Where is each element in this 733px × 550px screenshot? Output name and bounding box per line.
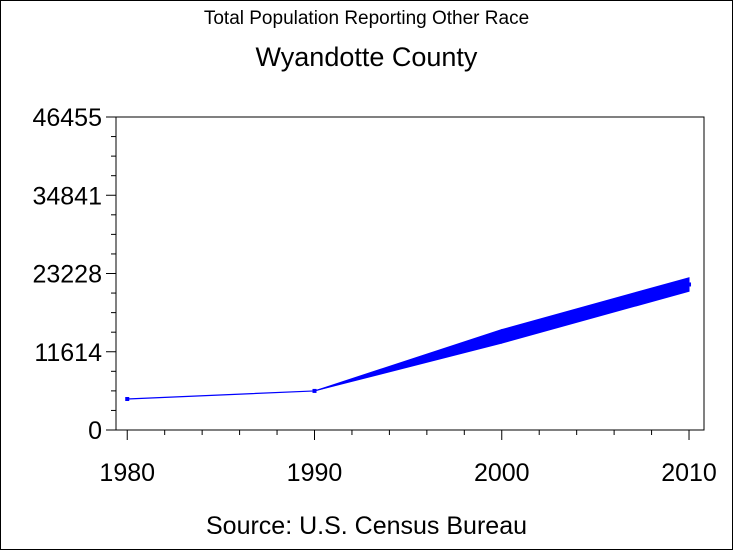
y-tick-label: 23228 bbox=[32, 261, 102, 289]
series-band-1990-2000 bbox=[314, 328, 503, 392]
data-point bbox=[687, 282, 692, 287]
x-tick-label: 2000 bbox=[474, 459, 530, 487]
y-tick-label: 11614 bbox=[34, 339, 102, 367]
source-footnote: Source: U.S. Census Bureau bbox=[206, 512, 527, 540]
y-tick-label: 0 bbox=[88, 417, 102, 445]
plot-area bbox=[115, 116, 705, 431]
y-tick-label: 34841 bbox=[32, 182, 102, 210]
data-point bbox=[499, 334, 504, 339]
x-tick-label: 1980 bbox=[99, 459, 155, 487]
y-tick-label: 46455 bbox=[32, 104, 102, 132]
x-tick-label: 1990 bbox=[287, 459, 343, 487]
data-point bbox=[312, 388, 317, 393]
chart-subtitle: Wyandotte County bbox=[255, 42, 478, 72]
series-line bbox=[127, 283, 690, 400]
data-point bbox=[125, 397, 130, 402]
chart-title: Total Population Reporting Other Race bbox=[203, 8, 530, 29]
x-tick-label: 2010 bbox=[661, 459, 717, 487]
